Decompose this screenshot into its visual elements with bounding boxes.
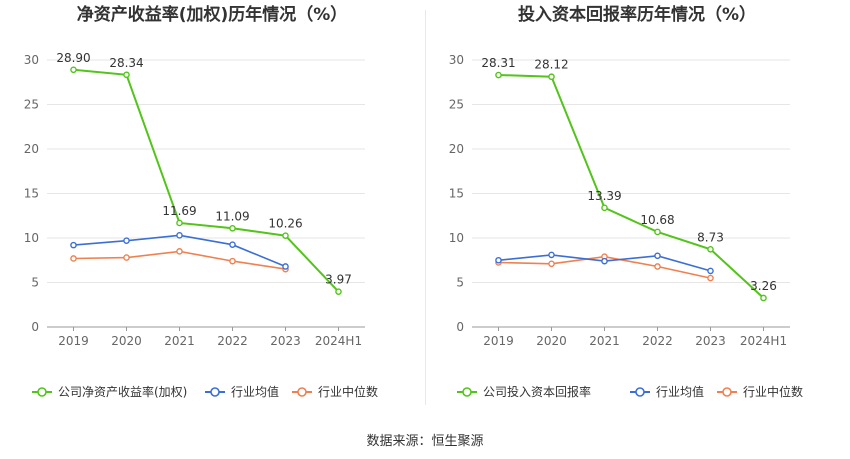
x-tick-label: 2019 [483, 334, 514, 348]
data-point [282, 263, 289, 270]
x-tick-label: 2020 [536, 334, 567, 348]
y-tick-label: 25 [449, 98, 464, 112]
data-point [229, 241, 236, 248]
data-point [123, 237, 130, 244]
legend-swatch-marker [297, 387, 307, 397]
data-point [760, 294, 767, 302]
legend-swatch-marker [210, 387, 220, 397]
data-label: 28.31 [481, 56, 515, 70]
data-source-note: 数据来源：恒生聚源 [366, 434, 484, 449]
legend-swatch-marker [462, 387, 472, 397]
data-label: 11.69 [162, 204, 196, 218]
x-tick-label: 2021 [589, 334, 620, 348]
data-point [123, 71, 130, 79]
data-label: 28.12 [534, 58, 568, 72]
legend-label: 行业中位数 [743, 384, 803, 399]
chart-title: 净资产收益率(加权)历年情况（%） [77, 4, 348, 25]
data-point [548, 73, 555, 81]
data-point [548, 260, 555, 268]
y-tick-label: 20 [24, 142, 39, 156]
x-tick-label: 2022 [217, 334, 248, 348]
x-tick-label: 2023 [695, 334, 726, 348]
data-label: 8.73 [697, 230, 724, 244]
x-tick-label: 2019 [58, 334, 89, 348]
chart-panel-roic: 投入资本回报率历年情况（%） 0 5 10 15 20 25 30 2019 2020 2021 20… [425, 0, 850, 410]
data-label: 3.97 [325, 273, 352, 287]
data-point [176, 232, 183, 239]
data-point [707, 246, 714, 253]
legend-swatch-marker [722, 387, 732, 397]
data-point [282, 232, 289, 239]
y-tick-label: 0 [31, 320, 39, 334]
legend-label: 行业中位数 [318, 384, 378, 399]
data-label: 10.26 [268, 217, 302, 231]
data-point [601, 204, 608, 212]
chart-title: 投入资本回报率历年情况（%） [518, 4, 756, 25]
legend-swatch-marker [635, 387, 645, 397]
data-point [70, 241, 77, 249]
y-tick-label: 20 [449, 142, 464, 156]
data-point [707, 267, 714, 275]
x-tick-label: 2023 [270, 334, 301, 348]
y-tick-label: 10 [24, 231, 39, 245]
data-point [176, 248, 183, 255]
y-tick-label: 0 [456, 320, 464, 334]
legend-label: 公司投入资本回报率 [483, 384, 591, 399]
chart-panel-roe: 净资产收益率(加权)历年情况（%） 0 5 10 15 20 25 30 2019 2020 202… [0, 0, 425, 410]
data-label: 28.34 [109, 56, 143, 70]
y-tick-label: 10 [449, 231, 464, 245]
panel-divider [425, 10, 426, 405]
data-label: 28.90 [56, 51, 90, 65]
x-tick-label: 2024H1 [315, 334, 362, 348]
data-point [176, 219, 183, 227]
legend-label: 行业均值 [656, 384, 704, 399]
y-tick-label: 30 [24, 53, 39, 67]
roe-chart-svg: 净资产收益率(加权)历年情况（%） 0 5 10 15 20 25 30 2019 2020 202… [24, 4, 378, 399]
data-label: 13.39 [587, 189, 621, 203]
legend-label: 行业均值 [231, 384, 279, 399]
data-point [654, 228, 661, 236]
x-tick-label: 2020 [111, 334, 142, 348]
y-tick-label: 5 [456, 276, 464, 290]
data-point [495, 71, 502, 79]
data-label: 10.68 [640, 213, 674, 227]
y-tick-label: 5 [31, 276, 39, 290]
data-point [229, 257, 236, 265]
y-tick-label: 30 [449, 53, 464, 67]
data-point [123, 254, 130, 261]
series-line [498, 74, 765, 299]
legend-swatch-marker [37, 387, 47, 397]
data-point [654, 252, 661, 260]
series-line [73, 68, 340, 293]
data-label: 11.09 [215, 209, 249, 223]
data-point [495, 256, 502, 264]
y-tick-label: 15 [24, 187, 39, 201]
y-tick-label: 25 [24, 98, 39, 112]
roic-chart-svg: 投入资本回报率历年情况（%） 0 5 10 15 20 25 30 2019 2020 2021 20… [449, 4, 803, 399]
data-point [654, 263, 661, 270]
data-point [707, 274, 714, 282]
data-point [229, 224, 236, 232]
data-label: 3.26 [750, 279, 777, 293]
x-tick-label: 2021 [164, 334, 195, 348]
x-tick-label: 2024H1 [740, 334, 787, 348]
data-point [601, 257, 608, 265]
x-tick-label: 2022 [642, 334, 673, 348]
legend-label: 公司净资产收益率(加权) [58, 384, 187, 399]
y-tick-label: 15 [449, 187, 464, 201]
data-point [70, 255, 77, 262]
data-point [335, 288, 342, 295]
data-point [548, 251, 555, 259]
data-point [70, 66, 77, 74]
